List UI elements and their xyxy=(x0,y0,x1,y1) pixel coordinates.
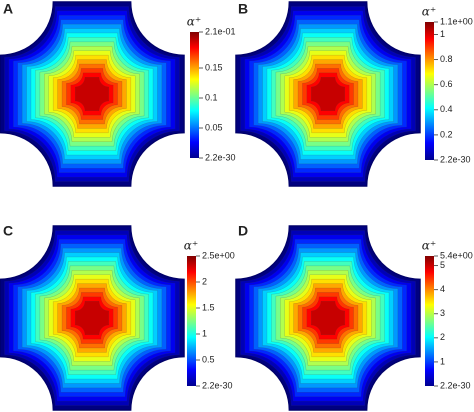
colorbar-tick-label: 1 xyxy=(440,29,445,39)
colorbar-title: α⁺ xyxy=(422,239,436,253)
colorbar-tick-label: 1 xyxy=(202,328,207,338)
contour-band xyxy=(75,301,109,335)
colorbar-tick-label: 0.05 xyxy=(205,122,223,132)
colorbar-tick-label: 1 xyxy=(440,356,445,366)
colorbar-title: α⁺ xyxy=(184,239,198,253)
colorbar-tick-label: 3 xyxy=(440,308,445,318)
colorbar-tick-label: 2.2e-30 xyxy=(205,152,236,162)
panel-label: B xyxy=(238,1,248,17)
colorbar-tick-label: 0.4 xyxy=(440,104,453,114)
colorbar-tick-label: 0.6 xyxy=(440,79,453,89)
colorbar-tick-label: 5.4e+00 xyxy=(440,250,473,260)
colorbar-title: α⁺ xyxy=(187,15,201,29)
panel-label: C xyxy=(3,223,13,239)
colorbar-tick-label: 2.2e-30 xyxy=(440,380,471,390)
colorbar-tick-label: 2.5e+00 xyxy=(202,250,235,260)
contour-band xyxy=(75,77,109,111)
colorbar-title: α⁺ xyxy=(422,5,436,19)
colorbar xyxy=(425,22,434,160)
colorbar-tick-label: 0.5 xyxy=(202,354,215,364)
panel-label: A xyxy=(3,1,13,17)
colorbar-tick-label: 4 xyxy=(440,284,445,294)
contour-band xyxy=(311,77,345,111)
colorbar-tick-label: 2.2e-30 xyxy=(440,154,471,164)
colorbar-tick-label: 0.15 xyxy=(205,62,223,72)
colorbar xyxy=(187,256,196,386)
colorbar-tick-label: 0.8 xyxy=(440,54,453,64)
colorbar-tick-label: 0.1 xyxy=(205,92,218,102)
colorbar-tick-label: 2.2e-30 xyxy=(202,380,233,390)
colorbar-tick-label: 2 xyxy=(440,332,445,342)
colorbar-tick-label: 1.1e+00 xyxy=(440,16,473,26)
contour-band xyxy=(311,301,345,335)
colorbar xyxy=(425,256,434,386)
colorbar xyxy=(190,32,199,158)
colorbar-tick-label: 2.1e-01 xyxy=(205,26,236,36)
colorbar-tick-label: 0.2 xyxy=(440,129,453,139)
colorbar-tick-label: 2 xyxy=(202,276,207,286)
panel-label: D xyxy=(238,223,248,239)
colorbar-tick-label: 1.5 xyxy=(202,302,215,312)
colorbar-tick-label: 5 xyxy=(440,260,445,270)
